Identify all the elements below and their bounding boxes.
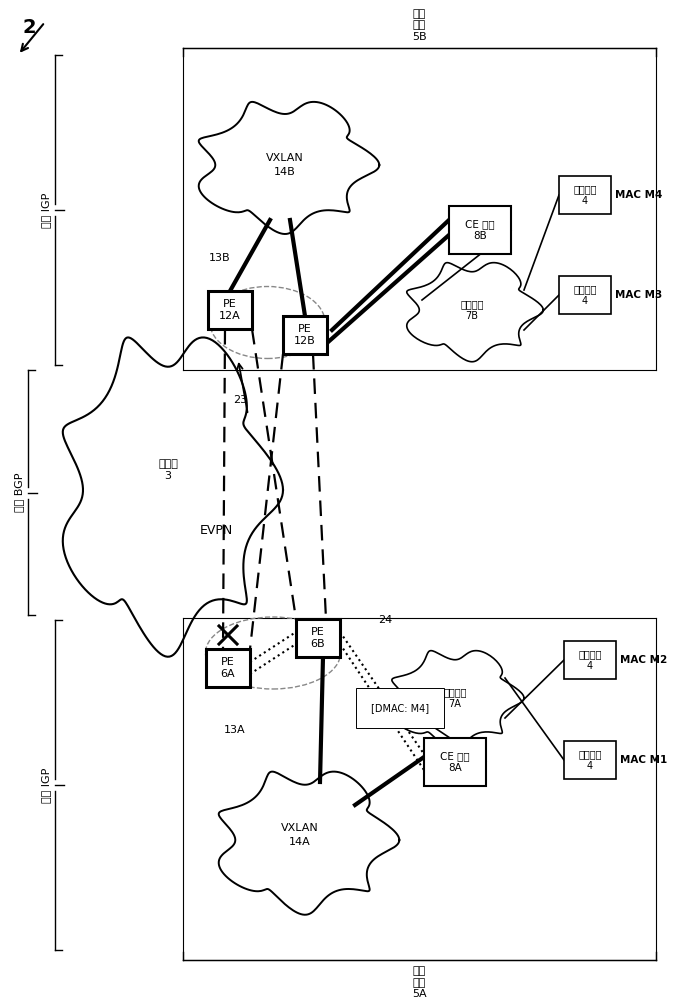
FancyBboxPatch shape — [559, 176, 611, 214]
Text: 24: 24 — [378, 615, 392, 625]
Text: 用户设备
4: 用户设备 4 — [578, 649, 602, 671]
Text: 底层 IGP: 底层 IGP — [41, 767, 51, 803]
Text: 2: 2 — [22, 18, 36, 37]
Text: [DMAC: M4]: [DMAC: M4] — [371, 703, 429, 713]
Text: VXLAN
14B: VXLAN 14B — [266, 153, 304, 177]
FancyBboxPatch shape — [283, 316, 327, 354]
Text: 用户设备
4: 用户设备 4 — [573, 184, 597, 206]
Polygon shape — [219, 772, 399, 915]
FancyBboxPatch shape — [206, 649, 250, 687]
Text: 用户设备
4: 用户设备 4 — [573, 284, 597, 306]
Text: MAC M3: MAC M3 — [615, 290, 662, 300]
FancyBboxPatch shape — [424, 738, 486, 786]
FancyBboxPatch shape — [296, 619, 340, 657]
Text: 用户网络
7B: 用户网络 7B — [460, 299, 484, 321]
Text: PE
6A: PE 6A — [221, 657, 235, 679]
Text: 13B: 13B — [209, 253, 230, 263]
FancyBboxPatch shape — [559, 276, 611, 314]
Text: 23: 23 — [233, 395, 247, 405]
Text: CE 设备
8A: CE 设备 8A — [440, 751, 470, 773]
Polygon shape — [407, 263, 543, 362]
Text: 用户设备
4: 用户设备 4 — [578, 749, 602, 771]
Text: PE
12B: PE 12B — [294, 324, 316, 346]
Text: MAC M2: MAC M2 — [620, 655, 667, 665]
Text: 广域网
3: 广域网 3 — [158, 459, 178, 481]
Text: 底层 IGP: 底层 IGP — [41, 192, 51, 228]
FancyBboxPatch shape — [564, 641, 616, 679]
Text: PE
6B: PE 6B — [311, 627, 325, 649]
FancyBboxPatch shape — [208, 291, 252, 329]
Polygon shape — [392, 651, 524, 750]
FancyBboxPatch shape — [449, 206, 511, 254]
Text: 用户网络
7A: 用户网络 7A — [443, 687, 466, 709]
Text: 覆盖 BGP: 覆盖 BGP — [14, 473, 24, 512]
Text: 数据
中心
5B: 数据 中心 5B — [412, 9, 427, 42]
Text: VXLAN
14A: VXLAN 14A — [281, 823, 319, 847]
Text: MAC M1: MAC M1 — [620, 755, 667, 765]
Polygon shape — [63, 337, 283, 657]
Text: EVPN: EVPN — [200, 524, 233, 536]
Text: PE
12A: PE 12A — [219, 299, 241, 321]
Polygon shape — [199, 102, 379, 234]
Text: 数据
中心
5A: 数据 中心 5A — [412, 966, 427, 999]
FancyBboxPatch shape — [564, 741, 616, 779]
Text: CE 设备
8B: CE 设备 8B — [465, 219, 495, 241]
Text: MAC M4: MAC M4 — [615, 190, 663, 200]
Text: 13A: 13A — [224, 725, 246, 735]
